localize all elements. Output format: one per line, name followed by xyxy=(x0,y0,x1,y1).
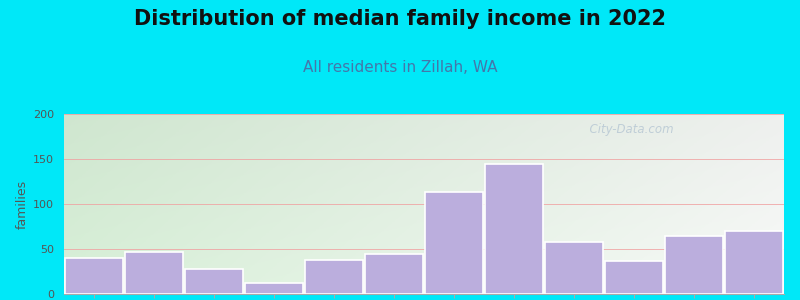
Bar xyxy=(605,261,663,294)
Bar xyxy=(245,283,303,294)
Bar xyxy=(65,258,123,294)
Y-axis label: families: families xyxy=(16,179,29,229)
Text: Distribution of median family income in 2022: Distribution of median family income in … xyxy=(134,9,666,29)
Bar xyxy=(125,252,183,294)
Bar xyxy=(185,269,243,294)
Bar xyxy=(545,242,603,294)
Bar xyxy=(665,236,723,294)
Bar xyxy=(725,231,783,294)
Bar xyxy=(485,164,543,294)
Bar xyxy=(425,192,483,294)
Text: City-Data.com: City-Data.com xyxy=(582,123,674,136)
Text: All residents in Zillah, WA: All residents in Zillah, WA xyxy=(302,60,498,75)
Bar xyxy=(365,254,423,294)
Bar xyxy=(305,260,363,294)
